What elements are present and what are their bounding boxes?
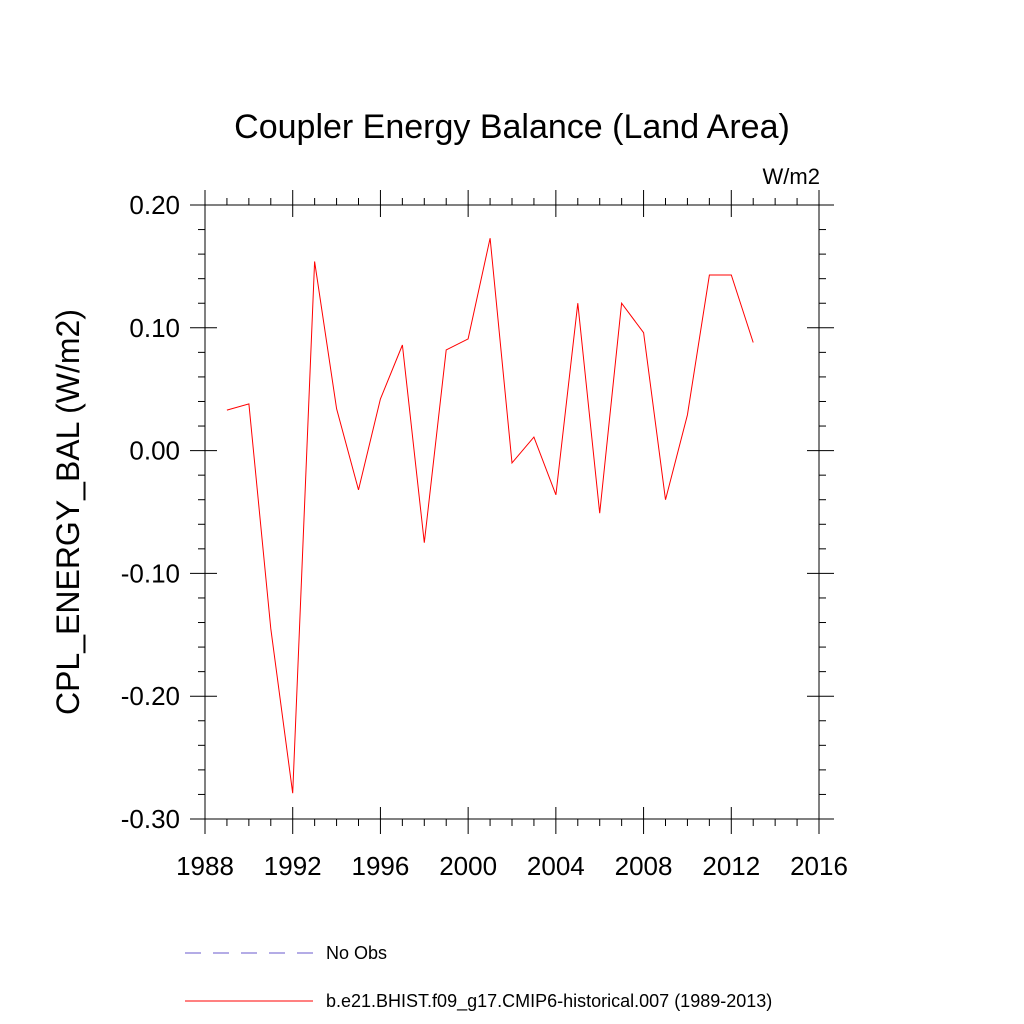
y-tick-label: 0.20	[129, 190, 180, 220]
x-tick-label: 1996	[352, 851, 410, 881]
x-tick-label: 2016	[790, 851, 848, 881]
units-label: W/m2	[763, 164, 820, 189]
y-tick-label: 0.10	[129, 313, 180, 343]
chart-title: Coupler Energy Balance (Land Area)	[234, 108, 790, 146]
x-tick-label: 2000	[439, 851, 497, 881]
axis-ticks	[190, 190, 834, 834]
legend-label-no-obs: No Obs	[326, 943, 387, 963]
series-line-0	[226, 238, 754, 794]
x-tick-labels: 1988 1992 1996 2000 2004 2008 2012 2016	[176, 851, 848, 881]
y-tick-label: -0.20	[121, 681, 180, 711]
y-axis-label: CPL_ENERGY_BAL (W/m2)	[50, 309, 86, 715]
y-tick-label: -0.30	[121, 804, 180, 834]
x-tick-label: 2008	[615, 851, 673, 881]
x-tick-label: 1988	[176, 851, 234, 881]
legend: No Obs b.e21.BHIST.f09_g17.CMIP6-histori…	[185, 943, 772, 1012]
plot-frame	[204, 204, 820, 820]
x-tick-label: 1992	[264, 851, 322, 881]
y-tick-labels: 0.20 0.10 0.00 -0.10 -0.20 -0.30	[121, 190, 180, 834]
y-tick-label: 0.00	[129, 436, 180, 466]
y-tick-label: -0.10	[121, 558, 180, 588]
x-tick-label: 2012	[702, 851, 760, 881]
legend-label-model-run: b.e21.BHIST.f09_g17.CMIP6-historical.007…	[326, 991, 772, 1012]
series-layer	[226, 238, 754, 794]
x-tick-label: 2004	[527, 851, 585, 881]
